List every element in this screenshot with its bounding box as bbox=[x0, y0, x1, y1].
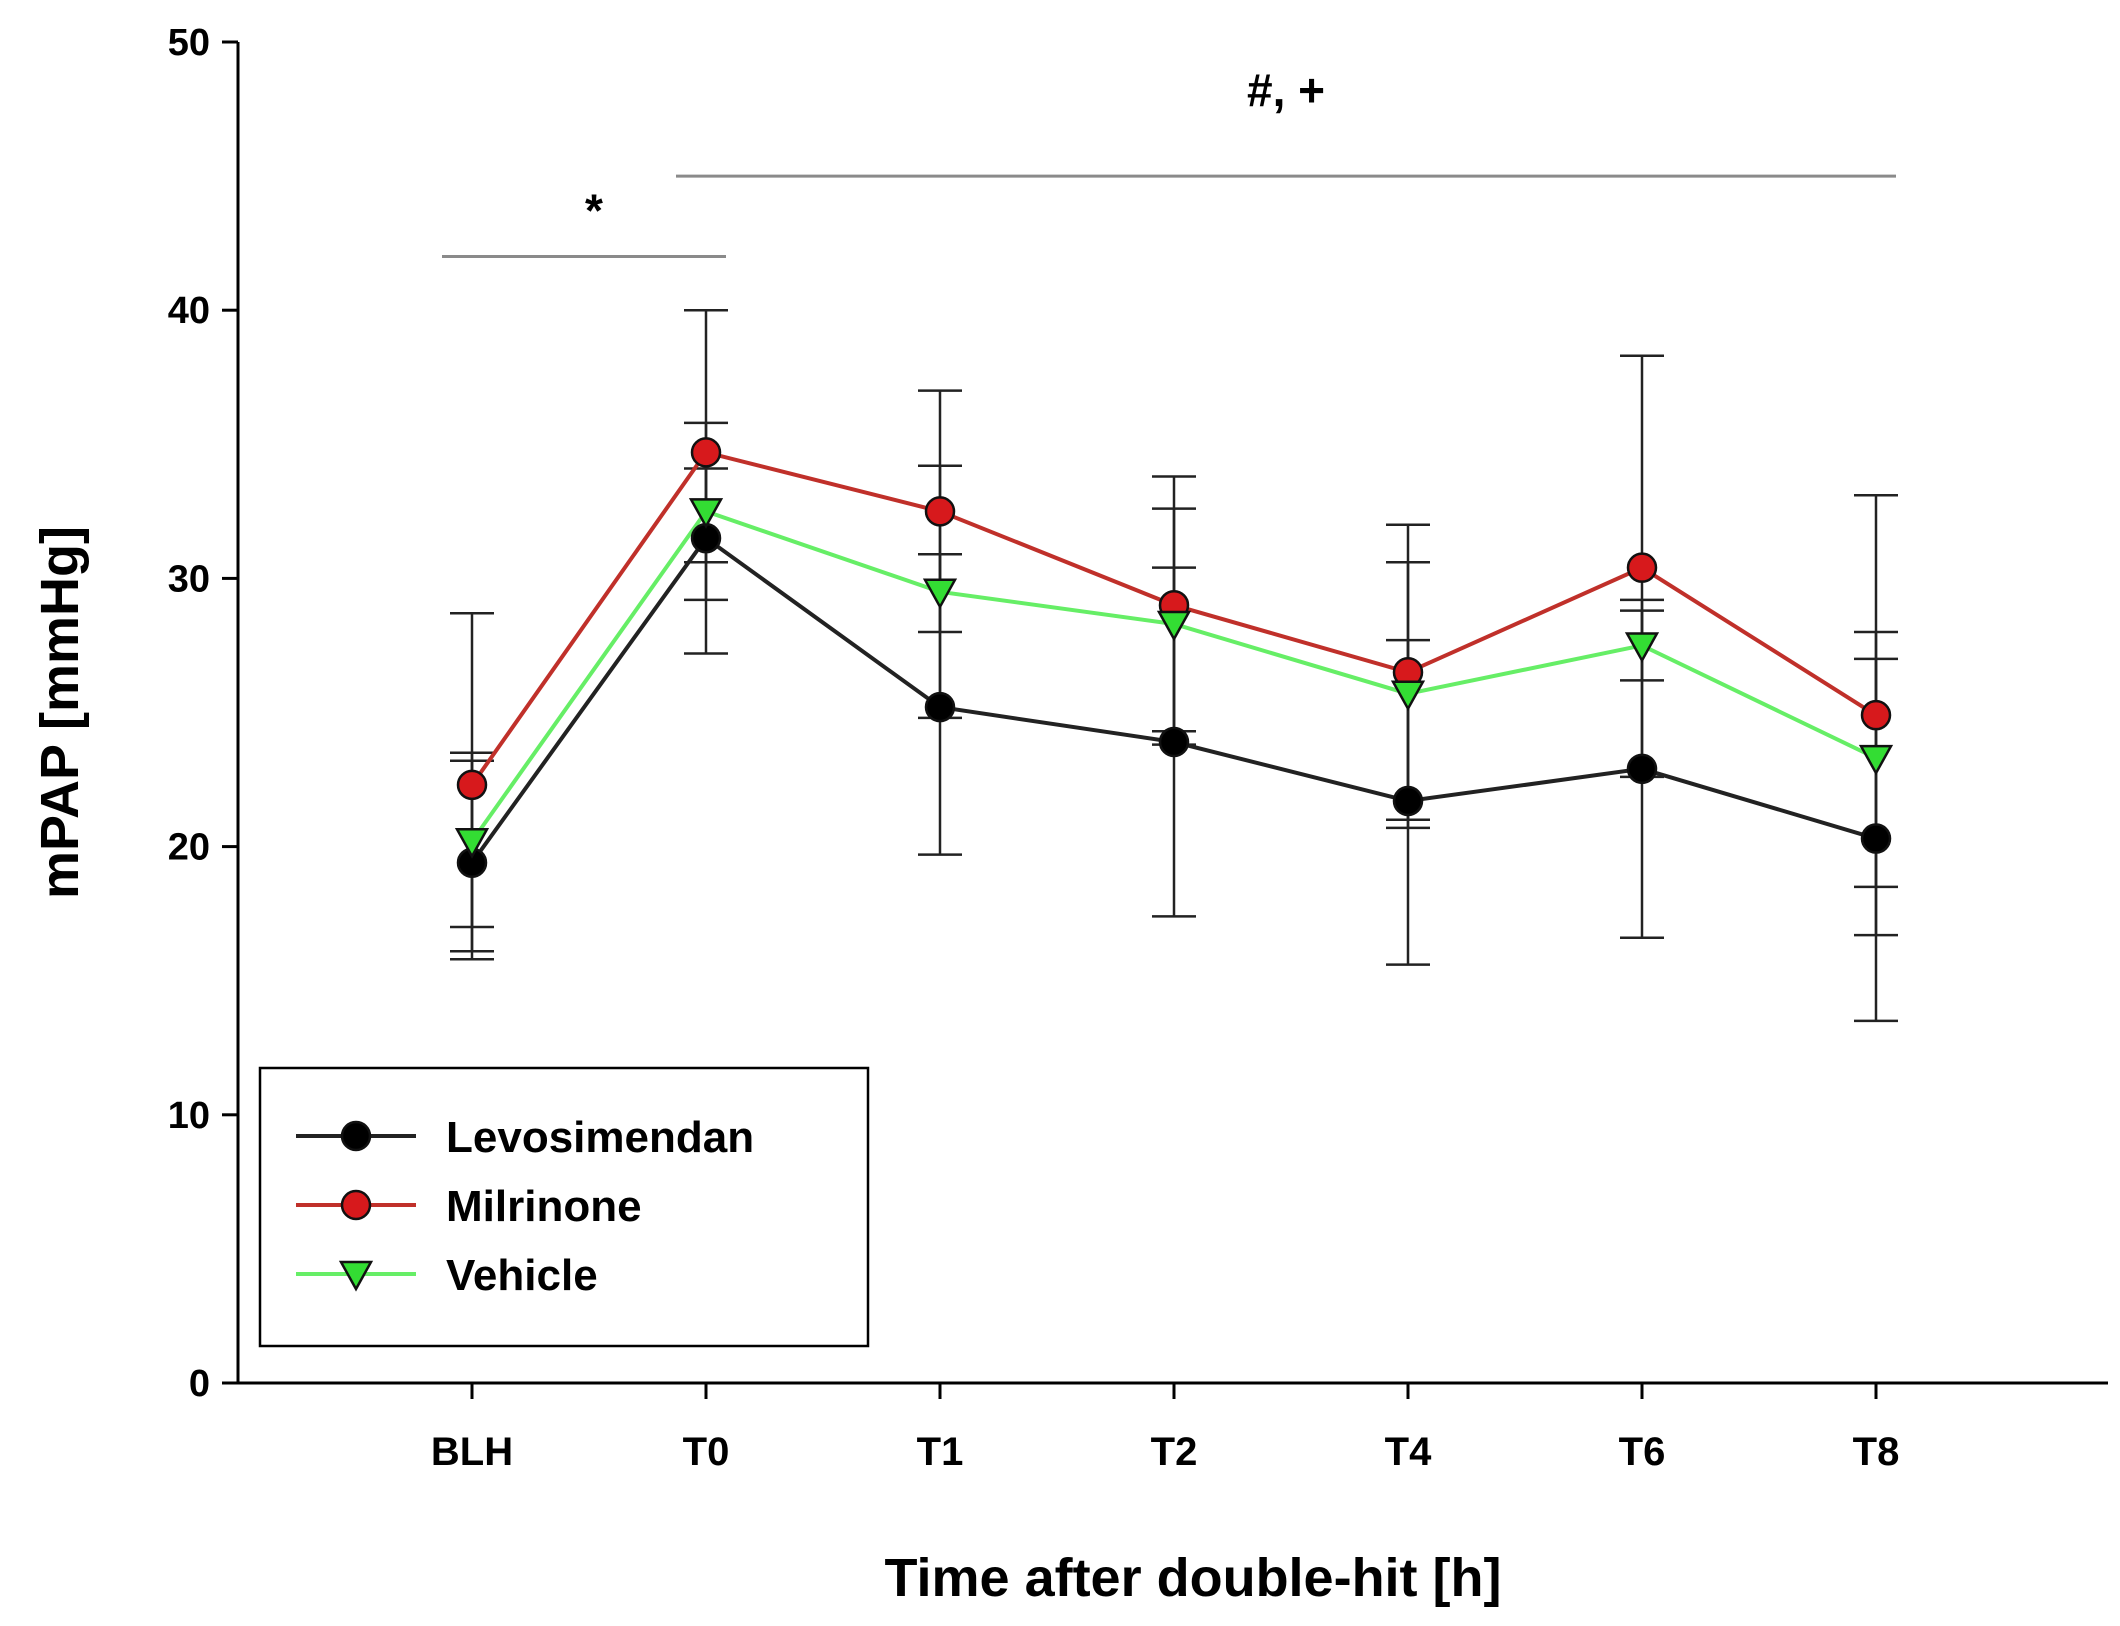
data-point-milrinone bbox=[924, 496, 956, 527]
y-tick-label: 10 bbox=[168, 1095, 210, 1137]
legend-marker bbox=[340, 1189, 372, 1221]
significance-annotations: * #, + bbox=[442, 64, 1896, 259]
y-tick-label: 40 bbox=[168, 290, 210, 332]
x-tick-label: T1 bbox=[917, 1430, 964, 1474]
x-tick-label: T8 bbox=[1853, 1430, 1900, 1474]
legend: Levosimendan Milrinone Vehicle bbox=[258, 1066, 870, 1348]
data-point-levosimendan bbox=[924, 691, 956, 723]
legend-marker bbox=[338, 1260, 374, 1292]
data-point-levosimendan bbox=[1860, 823, 1892, 854]
y-tick-label: 0 bbox=[189, 1363, 210, 1405]
data-point-vehicle bbox=[922, 578, 958, 610]
x-tick-label: T6 bbox=[1619, 1430, 1666, 1474]
data-point-vehicle bbox=[688, 498, 724, 529]
x-tick-label: T0 bbox=[683, 1430, 730, 1474]
data-point-vehicle bbox=[454, 827, 490, 859]
x-tick-label: T4 bbox=[1385, 1430, 1432, 1474]
data-point-milrinone bbox=[456, 769, 488, 801]
y-tick-label: 20 bbox=[168, 827, 210, 869]
data-point-vehicle bbox=[1156, 610, 1192, 642]
x-axis-title: Time after double-hit [h] bbox=[885, 1548, 1502, 1608]
legend-marker bbox=[340, 1120, 372, 1152]
data-point-milrinone bbox=[1860, 699, 1892, 731]
data-point-milrinone bbox=[1626, 552, 1658, 583]
legend-item-milrinone: Milrinone bbox=[296, 1182, 642, 1231]
y-tick-label: 50 bbox=[168, 22, 210, 64]
data-point-vehicle bbox=[1390, 680, 1426, 712]
data-point-vehicle bbox=[1624, 632, 1660, 664]
legend-label: Levosimendan bbox=[446, 1113, 754, 1162]
y-axis-title: mPAP [mmHg] bbox=[30, 526, 90, 899]
axes: 0 10 20 30 40 50 BLH T0 T1 T2 T4 T6 T8 bbox=[168, 22, 2108, 1474]
data-point-milrinone bbox=[690, 437, 722, 468]
y-tick-label: 30 bbox=[168, 558, 210, 600]
data-point-vehicle bbox=[1858, 744, 1894, 776]
legend-item-levosimendan: Levosimendan bbox=[296, 1113, 754, 1162]
x-tick-label: T2 bbox=[1151, 1430, 1198, 1474]
annotation-label: * bbox=[585, 185, 603, 237]
annotation-label: #, + bbox=[1247, 64, 1325, 116]
data-point-levosimendan bbox=[1392, 785, 1424, 817]
legend-label: Milrinone bbox=[446, 1182, 642, 1231]
legend-label: Vehicle bbox=[446, 1251, 598, 1300]
data-point-levosimendan bbox=[1158, 726, 1190, 758]
x-tick-label: BLH bbox=[431, 1430, 513, 1474]
data-point-levosimendan bbox=[1626, 753, 1658, 785]
series-layer bbox=[450, 308, 1898, 1023]
legend-item-vehicle: Vehicle bbox=[296, 1251, 598, 1300]
